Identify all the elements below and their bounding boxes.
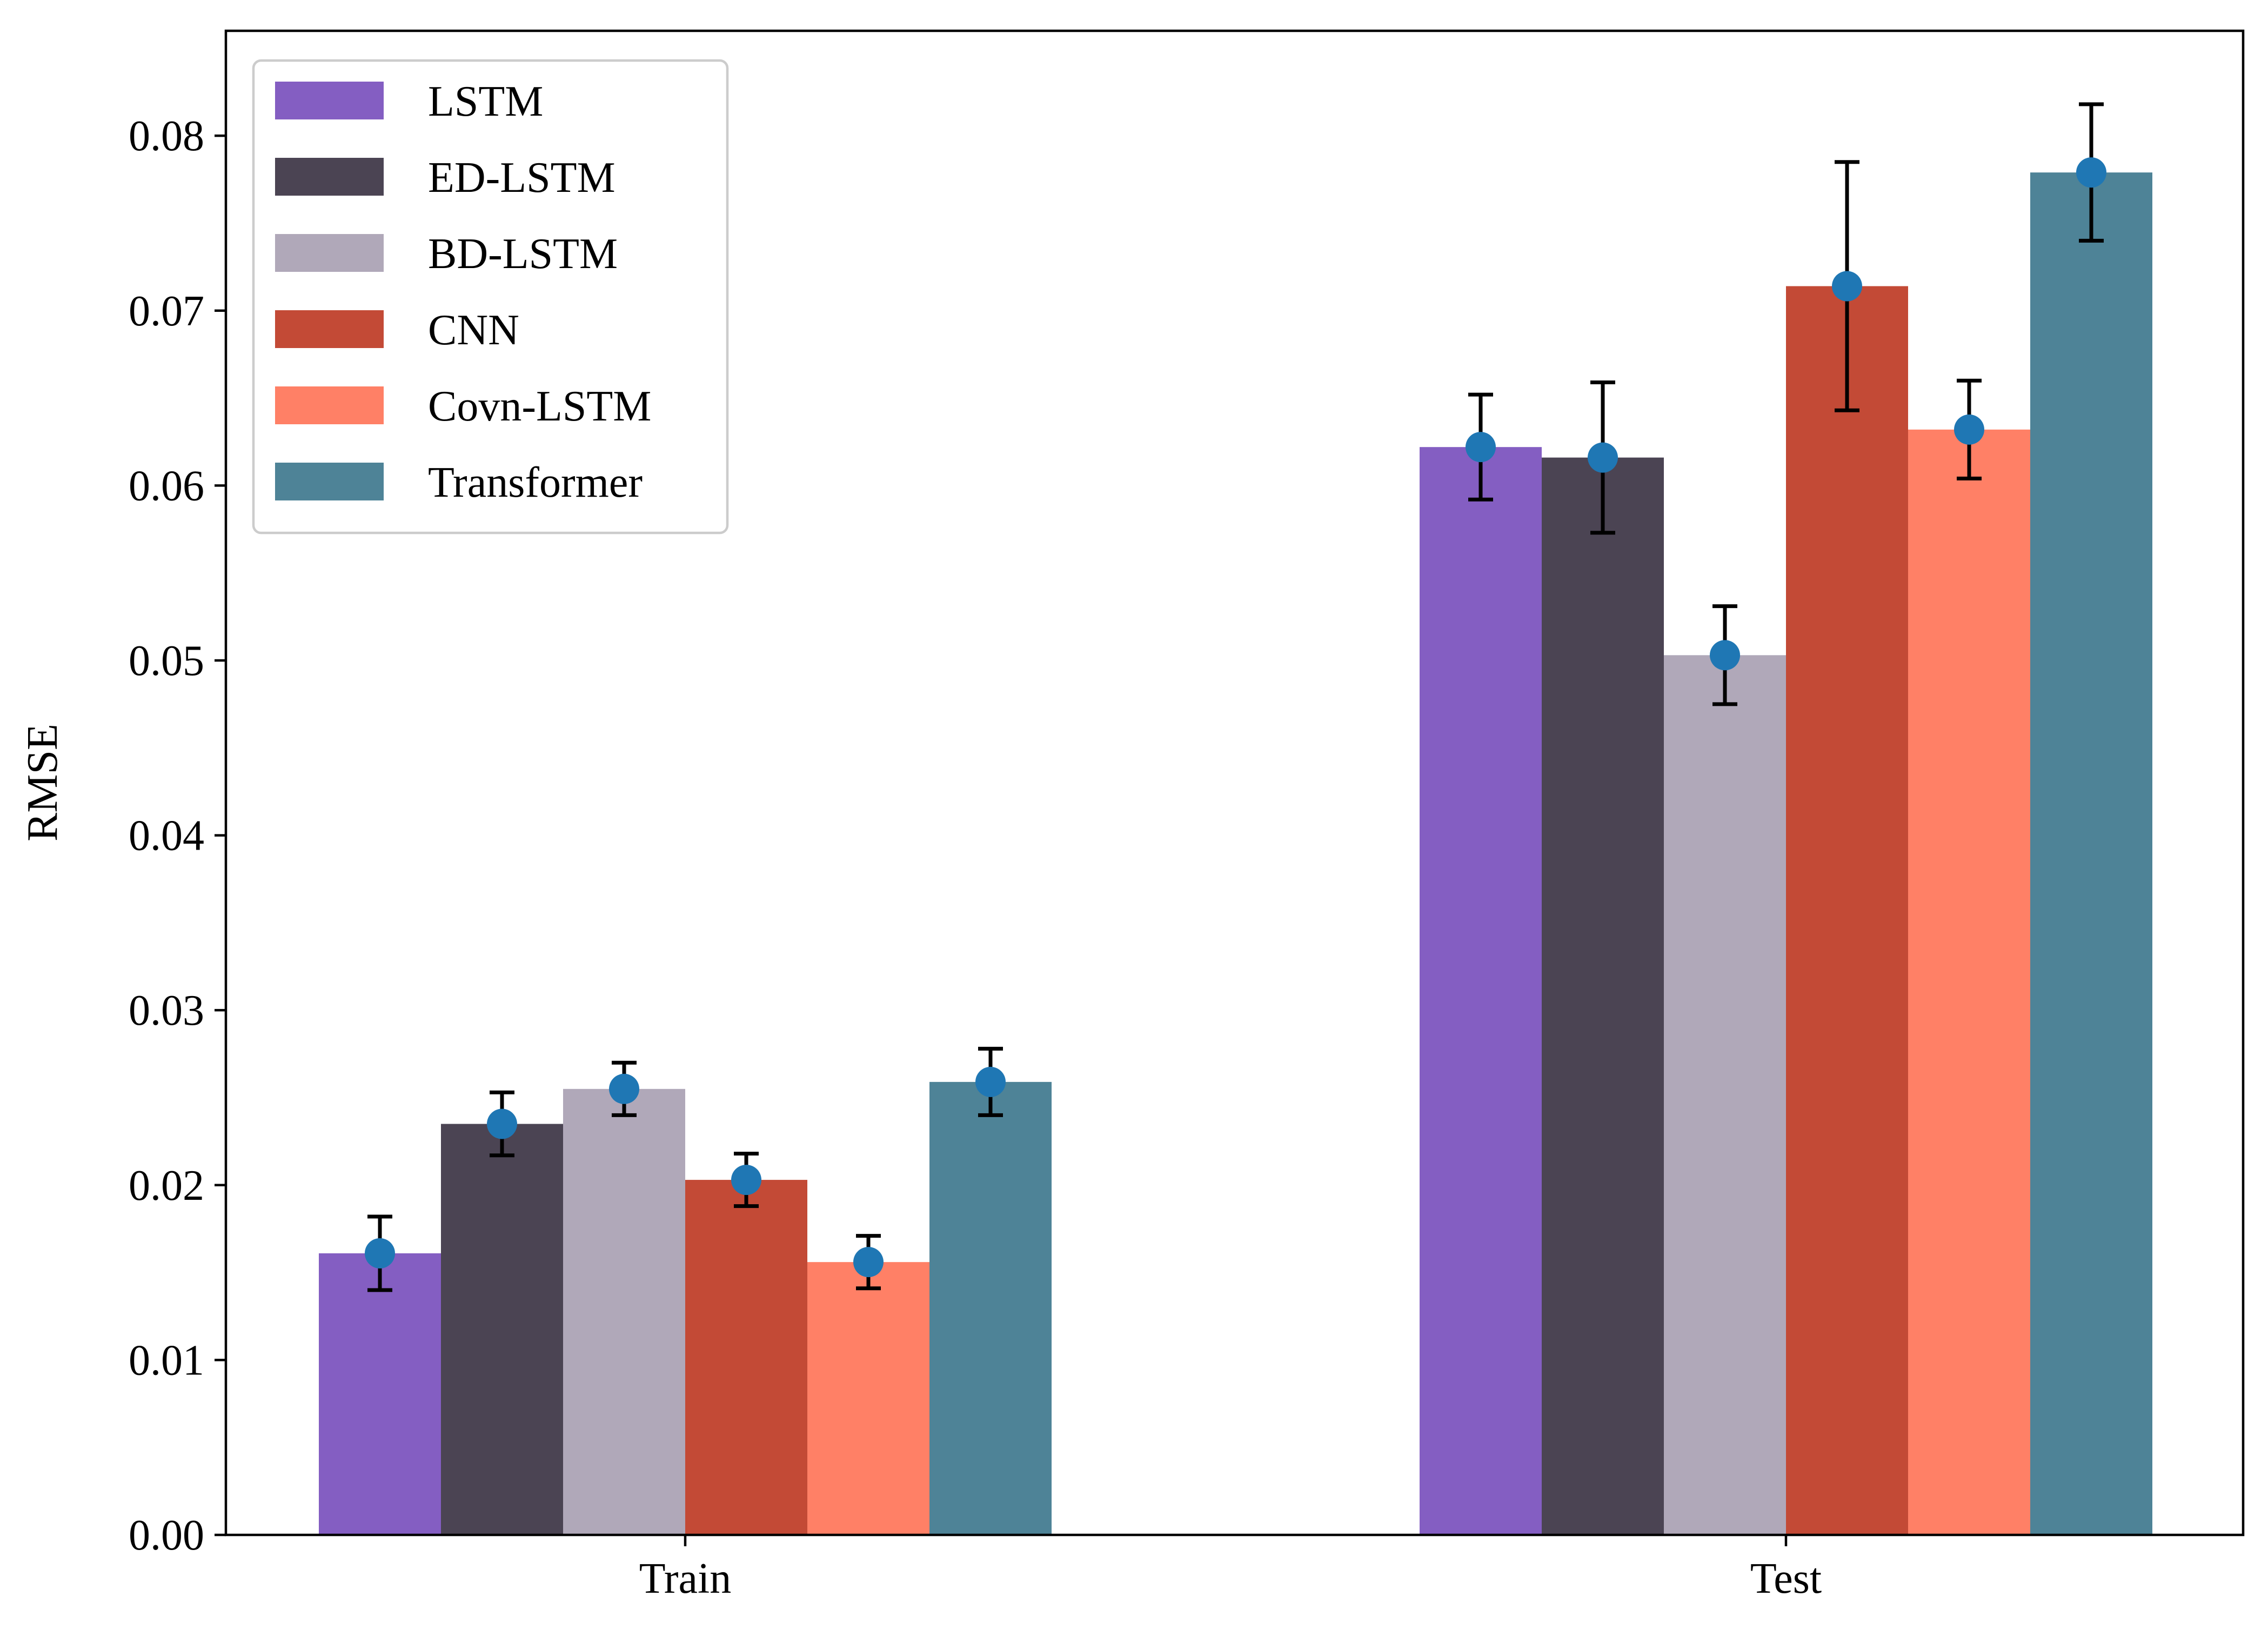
legend-item-cnn: CNN	[275, 306, 519, 354]
bar-ed-lstm-train	[441, 1124, 563, 1535]
marker-lstm-train	[365, 1238, 395, 1268]
legend-swatch	[275, 310, 384, 348]
marker-ed-lstm-test	[1588, 442, 1618, 473]
legend: LSTM ED-LSTM BD-LSTM CNN Covn-LSTM Transforme…	[252, 59, 729, 535]
legend-item-bd-lstm: BD-LSTM	[275, 230, 618, 278]
y-axis: 0.00 0.01 0.02 0.03 0.04 0.05 0.06 0.07 0.08	[129, 112, 226, 1559]
y-tick-label: 0.03	[129, 987, 204, 1034]
x-tick-label: Train	[639, 1555, 731, 1602]
y-tick-label: 0.01	[129, 1337, 204, 1384]
bar-ed-lstm-test	[1542, 457, 1664, 1535]
bar-cnn-train	[685, 1180, 807, 1535]
marker-lstm-test	[1466, 432, 1496, 463]
bar-transformer-train	[929, 1081, 1052, 1535]
bar-covn-lstm-train	[807, 1262, 929, 1535]
marker-covn-lstm-test	[1954, 414, 1984, 445]
marker-bd-lstm-test	[1710, 640, 1740, 671]
legend-item-transformer: Transformer	[275, 459, 643, 506]
y-axis-label: RMSE	[19, 724, 66, 841]
bar-lstm-test	[1420, 447, 1542, 1535]
legend-label: Transformer	[428, 459, 643, 506]
legend-swatch	[275, 158, 384, 196]
marker-ed-lstm-train	[487, 1108, 517, 1139]
legend-label: ED-LSTM	[428, 154, 615, 202]
legend-swatch	[275, 234, 384, 272]
legend-item-covn-lstm: Covn-LSTM	[275, 383, 651, 430]
y-tick-label: 0.00	[129, 1512, 204, 1559]
legend-label: BD-LSTM	[428, 230, 618, 278]
legend-label: Covn-LSTM	[428, 383, 651, 430]
marker-cnn-train	[731, 1165, 761, 1195]
plot-frame	[224, 29, 2245, 1537]
x-axis: Train Test	[639, 1535, 1822, 1602]
legend-label: CNN	[428, 306, 519, 354]
y-tick-label: 0.06	[129, 462, 204, 510]
legend-swatch	[275, 463, 384, 500]
bar-covn-lstm-test	[1908, 429, 2030, 1535]
bar-bd-lstm-test	[1664, 655, 1786, 1535]
legend-item-lstm: LSTM	[275, 78, 543, 125]
y-tick-label: 0.07	[129, 288, 204, 335]
marker-transformer-test	[2076, 157, 2106, 188]
legend-swatch	[275, 386, 384, 424]
marker-transformer-train	[975, 1066, 1006, 1097]
bars-layer	[319, 172, 2152, 1535]
legend-label: LSTM	[428, 78, 543, 125]
bar-cnn-test	[1786, 286, 1908, 1535]
bar-transformer-test	[2030, 172, 2152, 1535]
legend-swatch	[275, 82, 384, 119]
legend-item-ed-lstm: ED-LSTM	[275, 154, 615, 202]
y-tick-label: 0.02	[129, 1162, 204, 1210]
x-tick-label: Test	[1750, 1555, 1822, 1602]
y-tick-label: 0.05	[129, 637, 204, 685]
bar-lstm-train	[319, 1253, 441, 1535]
y-tick-label: 0.08	[129, 112, 204, 160]
marker-bd-lstm-train	[609, 1073, 639, 1104]
marker-cnn-test	[1832, 271, 1862, 302]
marker-covn-lstm-train	[853, 1247, 884, 1278]
bar-bd-lstm-train	[563, 1088, 685, 1535]
y-tick-label: 0.04	[129, 812, 204, 860]
markers-layer	[365, 157, 2106, 1278]
